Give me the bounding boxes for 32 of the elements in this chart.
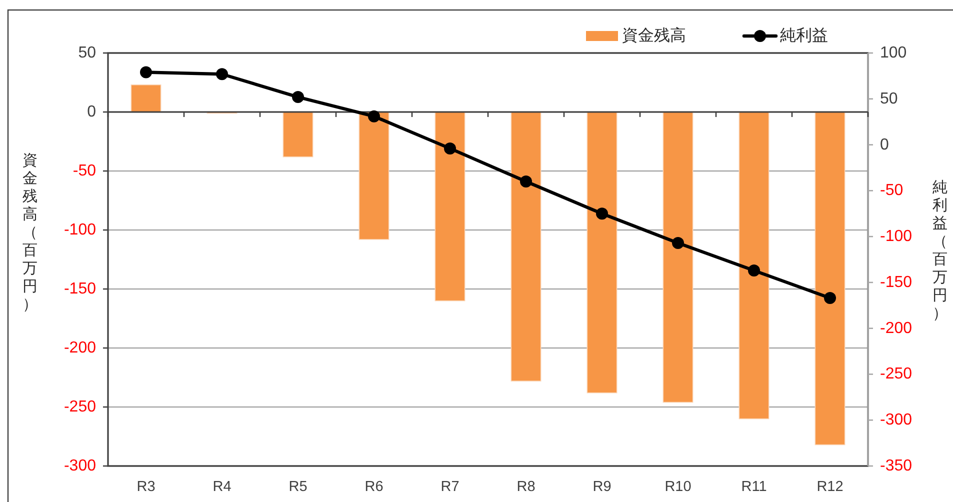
legend-label: 資金残高 [622, 26, 686, 44]
y2-tick-label: -250 [880, 366, 912, 383]
y-axis-title: 資金残高（百万円） [22, 152, 38, 312]
y2-tick-label: -200 [880, 320, 912, 337]
y-tick-label: -150 [64, 280, 96, 298]
y2-tick-label: -350 [880, 458, 912, 474]
x-tick-label: R5 [288, 479, 308, 495]
y2-tick-label: 0 [880, 136, 889, 154]
legend-label: 純利益 [780, 26, 828, 44]
y-tick-label: -200 [64, 340, 96, 356]
x-tick-label: R8 [516, 479, 536, 495]
y2-tick-label: -100 [880, 228, 912, 246]
y-tick-label: 0 [87, 104, 96, 120]
y2-axis-title: 純利益（百万円） [932, 178, 948, 322]
y2-tick-label: -50 [880, 182, 904, 200]
x-tick-label: R7 [440, 479, 460, 495]
x-tick-label: R10 [664, 479, 692, 495]
y-tick-label: 50 [78, 44, 96, 62]
y2-tick-label: -150 [880, 274, 912, 291]
y-tick-label: -50 [72, 162, 96, 180]
x-tick-label: R9 [592, 479, 612, 495]
x-tick-label: R12 [816, 479, 844, 495]
y-tick-label: -250 [64, 398, 96, 416]
y2-tick-label: -300 [880, 412, 912, 429]
x-tick-label: R3 [136, 479, 156, 495]
x-tick-label: R4 [212, 479, 232, 495]
y2-tick-label: 50 [880, 90, 898, 108]
y2-tick-label: 100 [880, 44, 907, 62]
y-tick-label: -100 [64, 222, 96, 238]
x-tick-label: R6 [364, 479, 384, 495]
y-tick-label: -300 [64, 458, 96, 474]
x-tick-label: R11 [741, 479, 767, 495]
